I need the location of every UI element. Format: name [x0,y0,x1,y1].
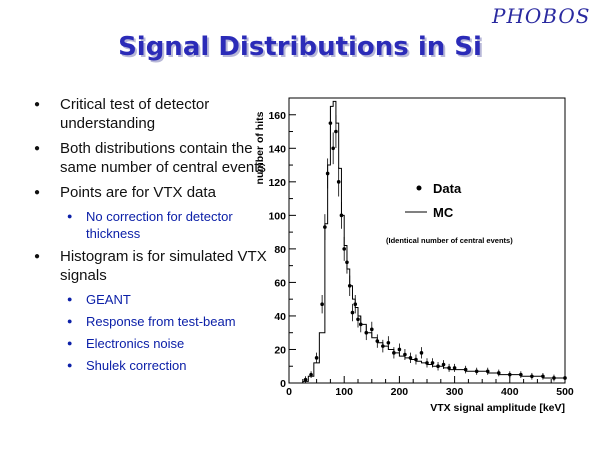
data-point [519,372,523,377]
bullet-list: ● Critical test of detector understanding… [28,95,268,379]
bullet-text: Points are for VTX data [60,184,216,201]
legend-data-marker [416,185,422,191]
data-point [397,347,402,352]
sub-bullet-text: GEANT [86,292,131,307]
y-tick-label: 0 [280,378,286,390]
sub-bullet-text: Response from test-beam [86,314,236,329]
y-tick-label: 140 [268,143,286,155]
data-point [425,361,429,365]
y-tick-label: 160 [268,110,286,122]
sub-bullet-text: Electronics noise [86,336,185,351]
sub-bullet-dot-icon: ● [67,211,73,221]
data-point [474,369,479,374]
data-point [336,180,341,184]
bullet-dot-icon: ● [34,143,41,154]
sub-bullet-text: No correction for detector thickness [86,209,233,241]
x-tick-label: 0 [286,386,292,398]
bullet-dot-icon: ● [34,251,41,262]
data-point [314,356,319,360]
data-point [430,361,435,365]
data-point [347,283,352,288]
data-point [541,374,545,379]
data-point [309,372,313,377]
x-tick-label: 300 [446,386,464,398]
bullet-text: Critical test of detector understanding [60,96,210,132]
sub-bullet-item: ● No correction for detector thickness [28,208,268,242]
sub-bullet-dot-icon: ● [67,360,73,370]
data-point [381,344,385,348]
x-tick-label: 100 [335,386,353,398]
sub-bullet-item: ● GEANT [28,291,268,308]
data-point [353,302,358,307]
sub-bullet-dot-icon: ● [67,316,73,326]
data-point [563,376,567,380]
data-point [364,330,369,335]
data-point [403,352,407,357]
data-point [414,357,418,362]
data-point [419,351,424,355]
legend-data-label: Data [433,181,462,196]
y-tick-label: 80 [274,244,286,256]
sub-bullet-text: Shulek correction [86,358,187,373]
y-tick-label: 40 [274,311,286,323]
phobos-logo: PHOBOS [492,4,592,32]
sub-bullet-dot-icon: ● [67,338,73,348]
data-point [441,362,446,367]
data-point [552,376,556,380]
data-point [452,366,457,370]
sub-bullet-dot-icon: ● [67,294,73,304]
data-point [447,366,451,370]
data-point [392,351,396,355]
data-point [328,121,333,125]
y-axis-label: number of hits [254,111,266,184]
data-point [485,369,490,374]
data-point [303,377,308,382]
data-point [356,317,360,322]
bullet-text: Both distributions contain the same numb… [60,140,266,176]
y-tick-label: 20 [274,344,286,356]
sub-bullet-item: ● Response from test-beam [28,313,268,330]
data-point [345,260,349,265]
data-point [408,356,413,360]
bullet-dot-icon: ● [34,99,41,110]
legend-mc-label: MC [433,205,454,220]
bullet-item: ● Both distributions contain the same num… [28,139,268,177]
data-point [323,225,327,229]
data-point [339,213,344,218]
slide-title: Signal Distributions in Si [118,32,482,62]
bullet-item: ● Points are for VTX data [28,183,268,202]
x-tick-label: 400 [501,386,519,398]
data-point [386,340,391,345]
data-point [370,327,374,332]
bullet-item: ● Critical test of detector understanding [28,95,268,133]
data-point [508,372,512,377]
sub-bullet-item: ● Electronics noise [28,335,268,352]
bullet-dot-icon: ● [34,187,41,198]
legend-note: (Identical number of central events) [386,236,513,245]
data-point [375,339,380,343]
logo-text: PHOBOS [492,4,591,28]
y-tick-label: 60 [274,277,286,289]
y-tick-label: 120 [268,177,286,189]
bullet-item: ● Histogram is for simulated VTX signals [28,247,268,285]
data-point [530,374,534,379]
data-point [358,322,363,327]
data-point [496,371,501,375]
data-point [342,247,347,251]
data-point [436,364,440,369]
y-tick-label: 100 [268,210,286,222]
data-point [331,146,335,151]
data-point [325,171,330,176]
data-point [350,310,355,315]
bullet-text: Histogram is for simulated VTX signals [60,248,267,284]
data-point [320,302,324,307]
x-tick-label: 500 [556,386,574,398]
data-point [334,129,338,134]
x-tick-label: 200 [391,386,409,398]
sub-bullet-item: ● Shulek correction [28,357,268,374]
data-point [463,367,468,372]
x-axis-label: VTX signal amplitude [keV] [430,402,565,414]
